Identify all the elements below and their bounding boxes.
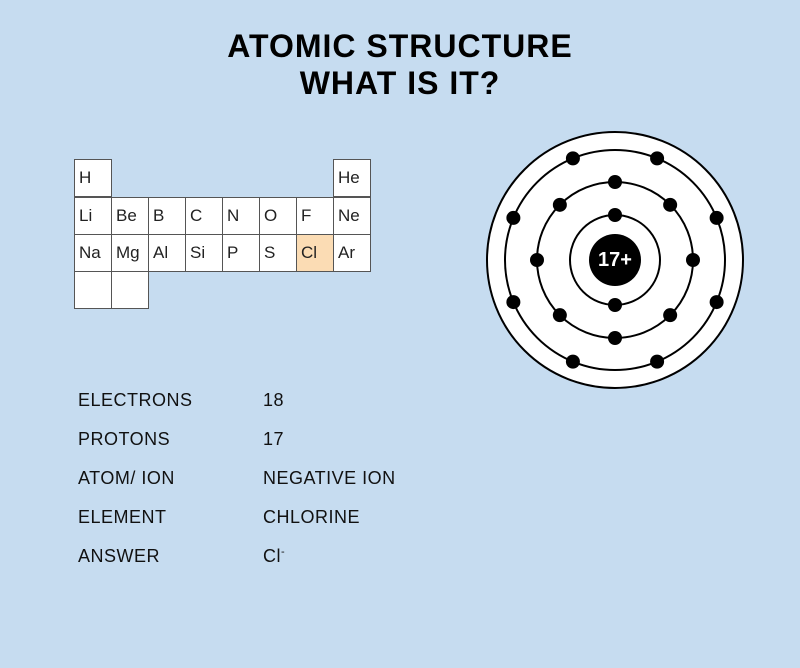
property-value: Cl- [263, 546, 396, 567]
title-line-1: ATOMIC STRUCTURE [0, 28, 800, 65]
periodic-table: H He LiBeBCNOFNe NaMgAlSiPSClAr [75, 160, 371, 310]
element-cell: F [296, 197, 334, 235]
property-label: ELEMENT [78, 507, 253, 528]
element-cell [111, 271, 149, 309]
element-cell: O [259, 197, 297, 235]
property-label: ATOM/ ION [78, 468, 253, 489]
element-cell: Si [185, 234, 223, 272]
element-cell: N [222, 197, 260, 235]
element-cell: He [333, 159, 371, 197]
element-cell [74, 271, 112, 309]
property-value: 17 [263, 429, 396, 450]
element-cell: Li [74, 197, 112, 235]
element-cell: B [148, 197, 186, 235]
element-cell: P [222, 234, 260, 272]
properties-list: ELECTRONS 18 PROTONS 17 ATOM/ ION NEGATIVE IO… [78, 390, 396, 567]
element-cell: S [259, 234, 297, 272]
element-cell: Al [148, 234, 186, 272]
element-cell: Mg [111, 234, 149, 272]
property-value: CHLORINE [263, 507, 396, 528]
svg-text:17+: 17+ [598, 249, 632, 271]
property-value: 18 [263, 390, 396, 411]
atom-diagram: 17+ [480, 125, 750, 395]
property-label: ELECTRONS [78, 390, 253, 411]
element-cell: Ne [333, 197, 371, 235]
element-cell: H [74, 159, 112, 197]
property-label: PROTONS [78, 429, 253, 450]
element-cell: Cl [296, 234, 334, 272]
element-cell: Be [111, 197, 149, 235]
title-line-2: WHAT IS IT? [0, 65, 800, 102]
element-cell: Ar [333, 234, 371, 272]
property-label: ANSWER [78, 546, 253, 567]
element-cell: C [185, 197, 223, 235]
property-value: NEGATIVE ION [263, 468, 396, 489]
page-title: ATOMIC STRUCTURE WHAT IS IT? [0, 0, 800, 102]
element-cell: Na [74, 234, 112, 272]
